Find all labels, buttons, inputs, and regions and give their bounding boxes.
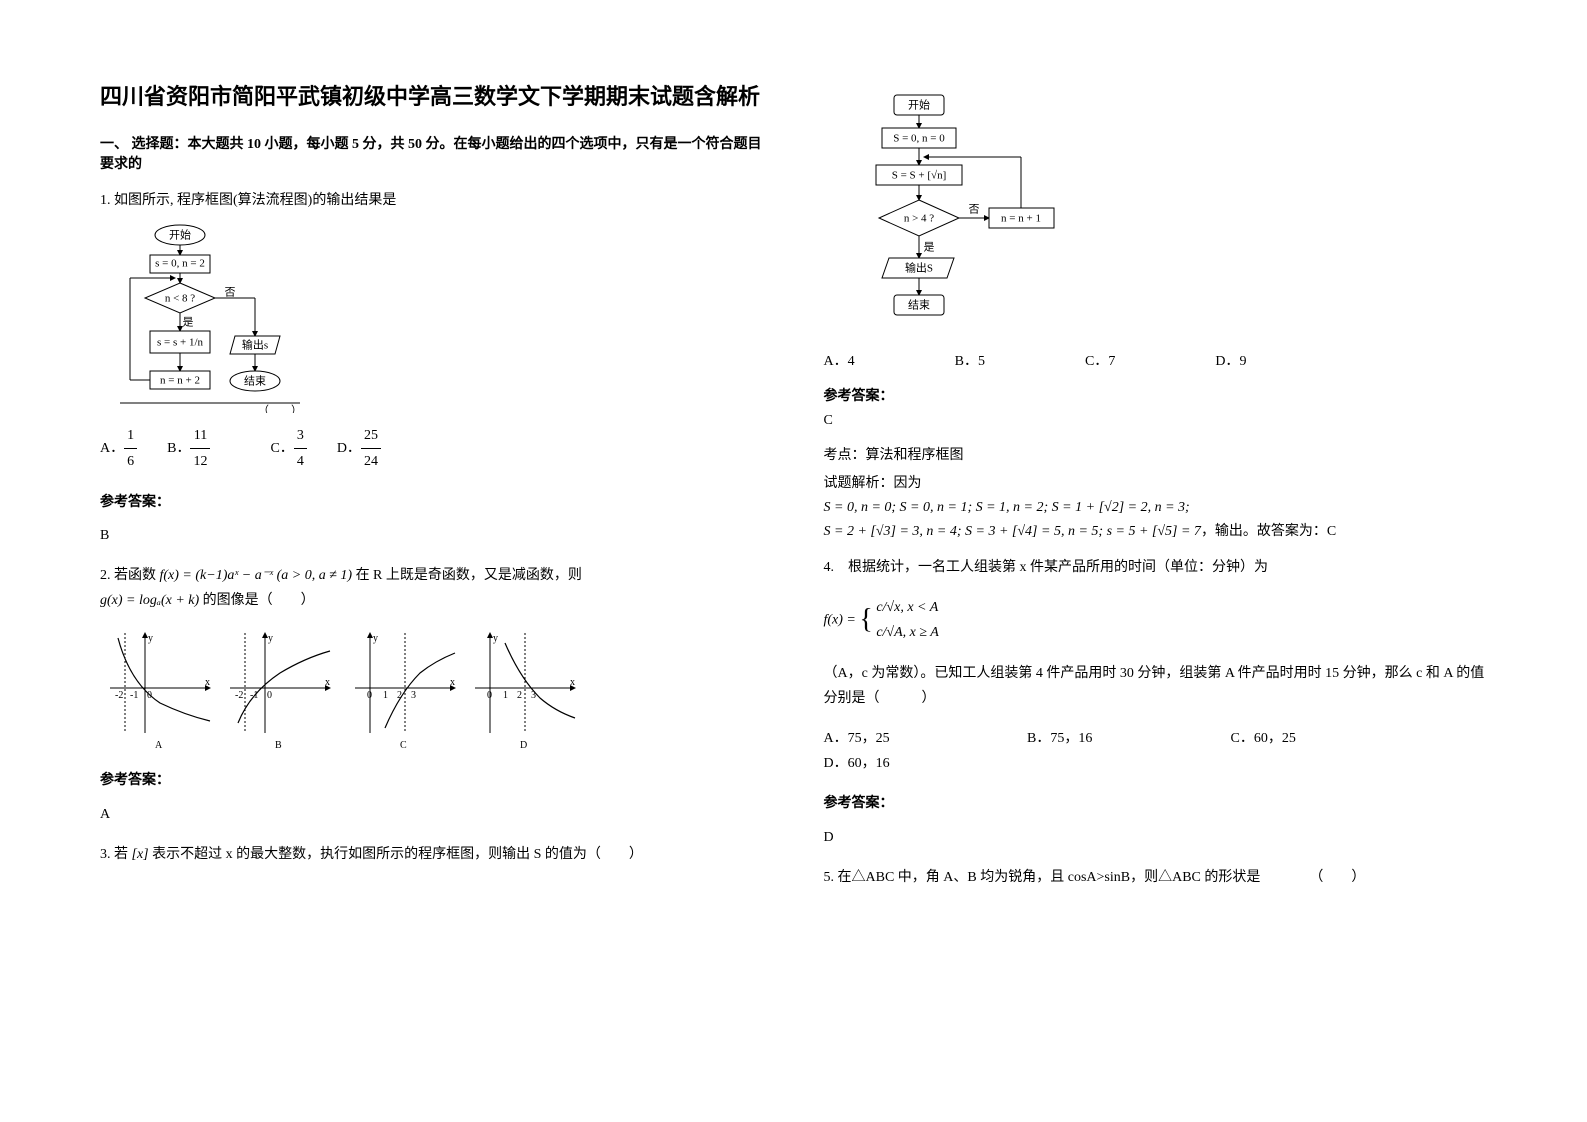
q3-option-c: C．7 [1085, 350, 1115, 370]
svg-text:开始: 开始 [908, 98, 930, 112]
svg-text:结束: 结束 [908, 299, 930, 312]
q4-option-a: A．75，25 [824, 726, 1024, 751]
svg-text:D: D [520, 740, 527, 751]
svg-text:y: y [148, 633, 153, 644]
q3-option-a: A．4 [824, 350, 855, 370]
question-4: 4. 根据统计，一名工人组装第 x 件某产品所用的时间（单位：分钟）为 f(x)… [824, 555, 1488, 850]
svg-text:-1: -1 [250, 690, 258, 701]
svg-text:否: 否 [968, 204, 979, 216]
svg-text:0: 0 [147, 690, 152, 701]
q1-option-a: A．16 [100, 423, 137, 474]
q4-option-d: D．60，16 [824, 751, 1004, 776]
svg-text:S = S + [√n]: S = S + [√n] [891, 170, 946, 182]
svg-text:y: y [373, 633, 378, 644]
svg-text:3: 3 [531, 690, 536, 701]
q3-analysis1: 考点：算法和程序框图 [824, 444, 1488, 464]
q3-option-b: B．5 [955, 350, 985, 370]
svg-text:输出s: 输出s [242, 338, 268, 352]
svg-text:s = s + 1/n: s = s + 1/n [157, 337, 204, 349]
svg-text:x: x [570, 677, 575, 688]
svg-text:2: 2 [397, 690, 402, 701]
svg-text:A: A [155, 740, 163, 751]
svg-text:n < 8 ?: n < 8 ? [165, 293, 195, 305]
q3-flowchart: 开始 S = 0, n = 0 S = S + [√n] n > 4 ? 否 是… [824, 90, 1488, 340]
question-5: 5. 在△ABC 中，角 A、B 均为锐角，且 cosA>sinB，则△ABC … [824, 865, 1488, 890]
svg-text:-2: -2 [115, 690, 123, 701]
svg-text:s = 0, n = 2: s = 0, n = 2 [155, 258, 205, 270]
q1-option-d: D．2524 [337, 423, 381, 474]
svg-text:（ ）: （ ） [258, 404, 302, 413]
right-column: 开始 S = 0, n = 0 S = S + [√n] n > 4 ? 否 是… [824, 80, 1488, 1042]
svg-text:开始: 开始 [169, 228, 191, 242]
q3-work-line2: S = 2 + [√3] = 3, n = 4; S = 3 + [√4] = … [824, 520, 1488, 540]
svg-text:0: 0 [267, 690, 272, 701]
svg-text:是: 是 [923, 241, 934, 254]
svg-text:C: C [400, 740, 407, 751]
svg-text:-2: -2 [235, 690, 243, 701]
q3-answer: C [824, 413, 1488, 429]
svg-text:n = n + 1: n = n + 1 [1001, 213, 1041, 225]
q1-option-c: C．34 [270, 423, 306, 474]
svg-text:x: x [450, 677, 455, 688]
left-column: 四川省资阳市简阳平武镇初级中学高三数学文下学期期末试题含解析 一、 选择题：本大… [100, 80, 764, 1042]
svg-text:2: 2 [517, 690, 522, 701]
svg-text:S = 0, n = 0: S = 0, n = 0 [893, 133, 945, 145]
q1-text: 1. 如图所示, 程序框图(算法流程图)的输出结果是 [100, 188, 764, 213]
q4-text2: （A，c 为常数）。已知工人组装第 4 件产品用时 30 分钟，组装第 A 件产… [824, 661, 1488, 711]
q2-text-line2: g(x) = logₐ(x + k) 的图像是（ ） [100, 588, 764, 613]
svg-text:0: 0 [367, 690, 372, 701]
q1-options: A．16 B．1112 C．34 D．2524 [100, 423, 764, 474]
svg-text:x: x [325, 677, 330, 688]
q3-answer-label: 参考答案： [824, 385, 1488, 405]
q1-answer: B [100, 523, 764, 548]
q2-answer: A [100, 802, 764, 827]
svg-text:-1: -1 [130, 690, 138, 701]
question-1: 1. 如图所示, 程序框图(算法流程图)的输出结果是 开始 s = 0, n =… [100, 188, 764, 548]
q1-answer-label: 参考答案： [100, 490, 764, 515]
page-title: 四川省资阳市简阳平武镇初级中学高三数学文下学期期末试题含解析 [100, 80, 764, 113]
svg-text:1: 1 [383, 690, 388, 701]
svg-text:n > 4 ?: n > 4 ? [903, 213, 933, 225]
section-header: 一、 选择题：本大题共 10 小题，每小题 5 分，共 50 分。在每小题给出的… [100, 133, 764, 173]
question-3-stem: 3. 若 [x] 表示不超过 x 的最大整数，执行如图所示的程序框图，则输出 S… [100, 842, 764, 867]
q3-analysis2: 试题解析：因为 [824, 472, 1488, 492]
svg-text:是: 是 [183, 316, 194, 329]
svg-text:n = n + 2: n = n + 2 [160, 375, 200, 387]
q3-option-d: D．9 [1215, 350, 1246, 370]
svg-text:结束: 结束 [244, 375, 266, 388]
q4-answer: D [824, 825, 1488, 850]
q4-formula: f(x) = { c/√x, x < A c/√A, x ≥ A [824, 595, 1488, 645]
question-2: 2. 若函数 f(x) = (k−1)aˣ − a⁻ˣ (a > 0, a ≠ … [100, 563, 764, 827]
q1-option-b: B．1112 [167, 423, 210, 474]
q2-graphs: x y -2 -1 0 A x y -2 -1 0 [100, 623, 764, 753]
svg-text:输出S: 输出S [904, 261, 932, 275]
svg-text:y: y [493, 633, 498, 644]
q2-text: 2. 若函数 f(x) = (k−1)aˣ − a⁻ˣ (a > 0, a ≠ … [100, 563, 764, 588]
q4-text1: 4. 根据统计，一名工人组装第 x 件某产品所用的时间（单位：分钟）为 [824, 555, 1488, 580]
q3-options: A．4 B．5 C．7 D．9 [824, 350, 1488, 370]
q3-work1: S = 0, n = 0; S = 0, n = 1; S = 1, n = 2… [824, 500, 1488, 516]
q1-flowchart: 开始 s = 0, n = 2 n < 8 ? 否 是 输出s [100, 223, 764, 413]
q2-answer-label: 参考答案： [100, 768, 764, 793]
svg-text:x: x [205, 677, 210, 688]
svg-text:B: B [275, 740, 282, 751]
q4-option-c: C．60，25 [1231, 726, 1296, 751]
svg-text:y: y [268, 633, 273, 644]
svg-text:0: 0 [487, 690, 492, 701]
svg-text:3: 3 [411, 690, 416, 701]
svg-text:否: 否 [225, 287, 236, 299]
q4-answer-label: 参考答案： [824, 791, 1488, 816]
q4-options: A．75，25 B．75，16 C．60，25 D．60，16 [824, 726, 1488, 776]
svg-text:1: 1 [503, 690, 508, 701]
q4-option-b: B．75，16 [1027, 726, 1227, 751]
q5-text: 5. 在△ABC 中，角 A、B 均为锐角，且 cosA>sinB，则△ABC … [824, 870, 1366, 885]
